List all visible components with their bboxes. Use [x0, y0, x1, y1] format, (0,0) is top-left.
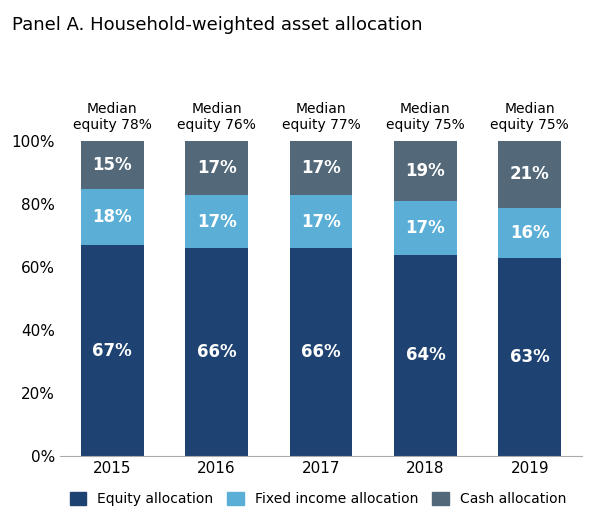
Bar	[185, 141, 248, 195]
Legend: Equity allocation, Fixed income allocation, Cash allocation: Equity allocation, Fixed income allocati…	[64, 487, 572, 512]
Text: 17%: 17%	[301, 213, 341, 231]
Text: Median
equity 77%: Median equity 77%	[281, 102, 361, 132]
Text: Median
equity 75%: Median equity 75%	[490, 102, 569, 132]
Text: 66%: 66%	[197, 343, 236, 361]
Text: Panel A. Household-weighted asset allocation: Panel A. Household-weighted asset alloca…	[12, 16, 422, 34]
Bar	[81, 189, 143, 245]
Text: 18%: 18%	[92, 208, 132, 226]
Text: 64%: 64%	[406, 346, 445, 364]
Text: 67%: 67%	[92, 342, 132, 359]
Text: Median
equity 78%: Median equity 78%	[73, 102, 152, 132]
Text: 15%: 15%	[92, 156, 132, 174]
Bar	[290, 248, 352, 456]
Text: 17%: 17%	[301, 159, 341, 177]
Text: Median
equity 76%: Median equity 76%	[177, 102, 256, 132]
Text: 19%: 19%	[406, 162, 445, 180]
Bar	[499, 208, 561, 258]
Text: 17%: 17%	[197, 159, 236, 177]
Bar	[185, 195, 248, 248]
Bar	[499, 258, 561, 456]
Bar	[81, 141, 143, 189]
Text: 21%: 21%	[510, 166, 550, 183]
Bar	[290, 141, 352, 195]
Text: Median
equity 75%: Median equity 75%	[386, 102, 465, 132]
Text: 17%: 17%	[197, 213, 236, 231]
Bar	[499, 141, 561, 208]
Bar	[394, 255, 457, 456]
Bar	[81, 245, 143, 456]
Bar	[394, 201, 457, 255]
Text: 63%: 63%	[510, 348, 550, 366]
Text: 66%: 66%	[301, 343, 341, 361]
Bar	[290, 195, 352, 248]
Bar	[185, 248, 248, 456]
Bar	[394, 141, 457, 201]
Text: 17%: 17%	[406, 219, 445, 237]
Text: 16%: 16%	[510, 224, 550, 242]
